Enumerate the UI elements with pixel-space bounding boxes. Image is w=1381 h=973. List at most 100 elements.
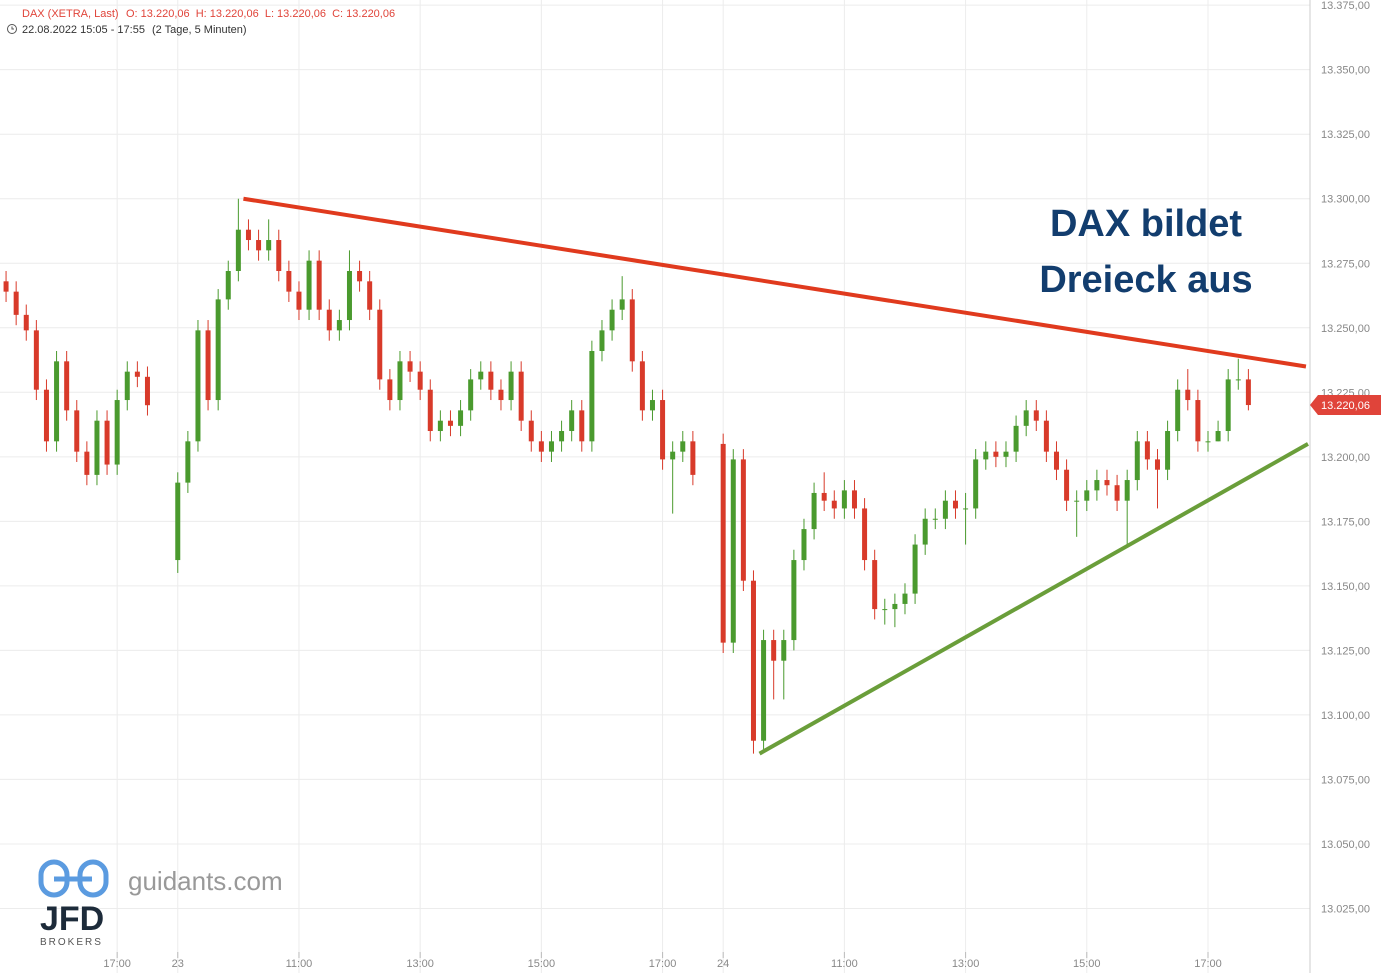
candle-body — [54, 361, 60, 442]
candle-body — [64, 361, 70, 411]
y-tick-label: 13.375,00 — [1321, 0, 1370, 12]
candle-body — [256, 240, 262, 251]
candle-body — [478, 371, 484, 380]
candle-body — [528, 420, 534, 442]
candle-body — [1094, 480, 1100, 491]
candle-body — [245, 229, 251, 241]
candle-body — [205, 330, 211, 401]
candle-body — [185, 441, 191, 483]
candle-body — [1003, 451, 1009, 457]
grid — [0, 0, 1310, 973]
candle-body — [1205, 441, 1211, 443]
candle-body — [609, 309, 615, 331]
candle-body — [367, 281, 373, 310]
candle-body — [831, 500, 837, 509]
candle-body — [1023, 410, 1029, 426]
x-tick-label: 11:00 — [286, 958, 313, 970]
candle-body — [1225, 379, 1231, 432]
candle-body — [781, 640, 787, 661]
candle-body — [619, 299, 625, 310]
candle-body — [1033, 410, 1039, 421]
candle-body — [266, 240, 272, 251]
candle-body — [468, 379, 474, 411]
candle-body — [498, 389, 504, 401]
candle-body — [862, 508, 868, 561]
candle-body — [791, 560, 797, 641]
candle-body — [23, 314, 29, 331]
candle-body — [589, 351, 595, 442]
candle-body — [74, 410, 80, 452]
site: guidants.com — [128, 866, 283, 896]
candle-body — [357, 270, 363, 282]
candle-body — [973, 459, 979, 509]
candle-body — [43, 389, 49, 442]
y-tick-label: 13.250,00 — [1321, 323, 1370, 335]
candle-body — [104, 420, 110, 465]
y-tick-label: 13.350,00 — [1321, 65, 1370, 77]
candle-body — [33, 330, 39, 390]
last-price-label: 13.220,06 — [1321, 400, 1370, 412]
x-tick-label: 17:00 — [103, 958, 131, 970]
candle-body — [720, 443, 726, 643]
candle-body — [649, 400, 655, 411]
candle-body — [1215, 431, 1221, 442]
candle-body — [13, 291, 19, 315]
y-tick-label: 13.075,00 — [1321, 774, 1370, 786]
candle-body — [952, 500, 958, 509]
candle-body — [336, 320, 342, 331]
candle-body — [771, 640, 777, 661]
candle-body — [1053, 451, 1059, 470]
candle-body — [660, 400, 666, 460]
candle-body — [1084, 490, 1090, 501]
instrument: DAX (XETRA, Last) — [22, 8, 119, 20]
candle-body — [690, 441, 696, 475]
candle-body — [740, 459, 746, 581]
candle-body — [286, 270, 292, 292]
logo: JFD BROKERS guidants.com — [38, 859, 283, 948]
candle-body — [761, 640, 767, 741]
x-tick-label: 15:00 — [1073, 958, 1101, 970]
candle-body — [1175, 389, 1181, 432]
candle-body — [417, 371, 423, 390]
span: (2 Tage, 5 Minuten) — [152, 24, 247, 36]
candle-body — [811, 492, 817, 530]
candle-body — [437, 420, 443, 432]
candle-body — [144, 376, 150, 406]
candle-body — [1154, 459, 1160, 470]
candle-body — [730, 459, 736, 643]
candle-body — [912, 544, 918, 594]
candle-body — [134, 371, 140, 377]
candle-body — [841, 490, 847, 509]
candle-body — [629, 299, 635, 362]
clock-icon — [7, 24, 17, 34]
candle-body — [1064, 469, 1070, 501]
trendline — [243, 196, 1307, 369]
candle-body — [518, 371, 524, 421]
candle-body — [225, 270, 231, 300]
candle-body — [346, 270, 352, 321]
candle-body — [195, 330, 201, 442]
candle-body — [296, 291, 302, 310]
logo-text: JFD — [40, 900, 104, 938]
candle-body — [548, 441, 554, 452]
ohlc: O: 13.220,06 H: 13.220,06 L: 13.220,06 C… — [126, 8, 395, 20]
candle-body — [872, 560, 878, 610]
candle-body — [882, 609, 888, 611]
candle-body — [1144, 441, 1150, 460]
candle-body — [1245, 379, 1251, 406]
x-tick-label: 17:00 — [1194, 958, 1222, 970]
y-tick-label: 13.125,00 — [1321, 645, 1370, 657]
candle-body — [1134, 441, 1140, 481]
x-tick-label: 13:00 — [952, 958, 980, 970]
candle-body — [538, 441, 544, 452]
candle-body — [670, 451, 676, 460]
candle-body — [1185, 389, 1191, 401]
candle-body — [1013, 425, 1019, 452]
x-tick-label: 13:00 — [406, 958, 434, 970]
candle-body — [488, 371, 494, 390]
candle-body — [851, 490, 857, 509]
candle-body — [316, 260, 322, 310]
last-price-tag — [1310, 395, 1381, 416]
candle-body — [114, 400, 120, 465]
candle-body — [801, 529, 807, 561]
